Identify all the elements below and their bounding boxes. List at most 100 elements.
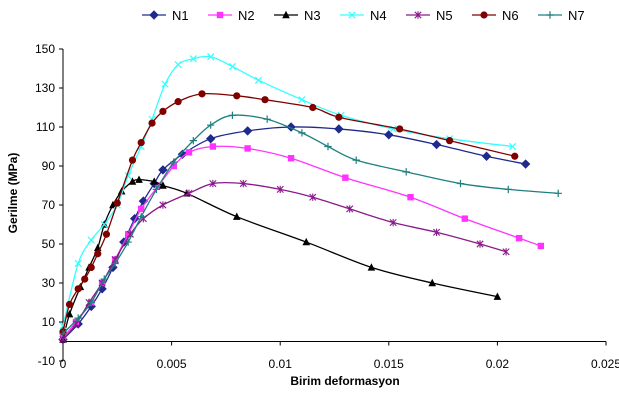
data-point [520,159,531,169]
y-tick-label: 150 [35,42,55,56]
data-point [137,139,145,147]
data-point [81,275,89,283]
data-point [511,152,519,160]
y-tick-label: 90 [42,159,56,173]
y-tick-label: 10 [42,315,56,329]
data-point [239,179,247,188]
series-line [62,178,498,340]
data-point [254,76,263,84]
data-point [150,177,159,185]
data-point [342,174,349,181]
y-tick-label: 130 [35,81,55,95]
data-point [407,194,414,201]
legend-item-n6: N6 [472,8,519,23]
data-point [149,10,159,20]
legend-item-n3: N3 [274,8,321,23]
data-point [493,292,502,300]
data-point [287,155,295,162]
data-point [428,278,437,287]
axes: -10 10 30 50 70 90 110 130 150 0 0.005 0.01 0.015 0.0… [35,42,619,371]
data-point [554,189,562,197]
data-point [228,62,237,71]
data-point [170,162,177,170]
legend-item-n2: N2 [208,8,255,23]
data-point [189,55,197,63]
data-point [207,53,215,61]
data-point [309,103,317,112]
data-point [135,175,143,183]
data-point [87,236,95,244]
data-point [209,143,217,150]
data-point [546,11,554,19]
y-tick-label: -10 [38,354,56,368]
data-point [298,96,306,104]
data-point [348,11,356,19]
data-point [244,145,251,152]
data-point [242,126,253,136]
legend-item-n5: N5 [406,8,453,23]
legend-label: N6 [502,8,519,23]
data-point [174,98,182,106]
legend-label: N3 [304,8,321,23]
y-tick-label: 50 [42,237,56,251]
y-axis-title: Gerilme (MPa) [6,153,20,234]
data-point [74,259,82,268]
data-point [515,234,523,242]
data-point [263,115,271,123]
series-line [62,114,559,335]
data-point [352,156,360,164]
legend-label: N5 [436,8,453,23]
data-point [100,220,108,229]
data-point [59,330,67,338]
data-point [94,250,102,258]
data-point [124,231,132,238]
data-point [461,215,469,222]
legend-item-n1: N1 [142,8,189,23]
data-point [309,193,317,201]
data-point [389,218,397,227]
series-n7 [59,111,562,338]
data-point [177,149,188,160]
x-tick-label: 0.015 [374,357,404,371]
data-point [232,212,241,220]
data-point [209,179,217,188]
data-point [137,213,145,221]
data-point [100,275,108,283]
data-point [65,300,74,309]
series-n6 [59,90,519,336]
data-point [87,263,95,271]
x-tick-label: 0.02 [486,357,510,371]
data-point [102,230,111,238]
data-point [508,142,517,151]
data-point [402,168,410,176]
y-tick-label: 30 [42,276,56,290]
data-point [109,200,117,209]
legend: N1 N2 N3 N4 N5 N6 N7 [142,8,585,23]
data-point [216,11,224,19]
data-point [228,111,237,119]
data-point [65,310,74,318]
data-point [502,248,510,256]
data-point [384,130,394,140]
data-point [185,189,193,197]
data-point [324,142,332,151]
data-point [124,238,132,246]
data-point [189,136,198,145]
data-point [302,237,311,246]
x-tick-label: 0 [60,357,67,371]
data-point [481,151,492,161]
data-point [159,181,167,189]
data-point [414,11,422,19]
data-point [148,119,156,127]
data-point [74,314,82,322]
legend-item-n4: N4 [340,8,387,23]
data-point [113,199,121,207]
data-point [396,125,404,133]
data-point [74,285,82,293]
data-point [158,165,168,175]
y-tick-label: 70 [42,198,56,212]
data-point [367,263,376,271]
data-point [174,60,182,69]
data-point [152,185,161,194]
